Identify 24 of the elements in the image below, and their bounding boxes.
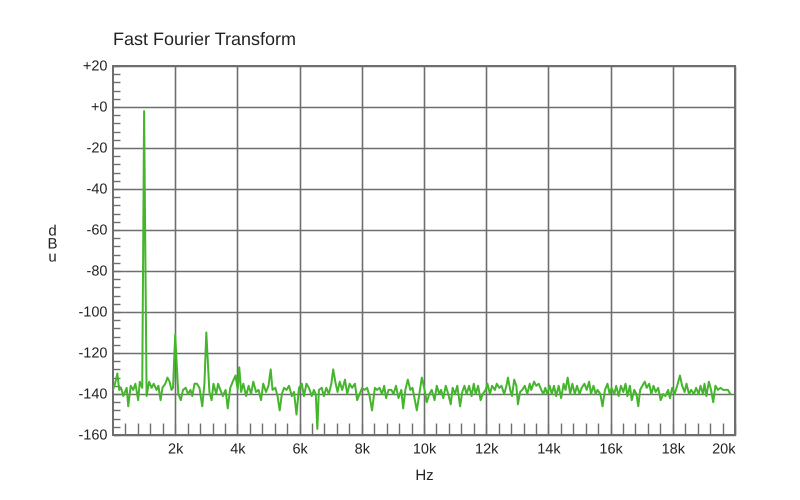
y-tick-label: +20 (82, 58, 108, 74)
x-tick-label: 18k (662, 442, 686, 458)
line-series (113, 110, 732, 430)
x-tick-label: 2k (168, 442, 184, 458)
y-tick-label: -120 (78, 346, 108, 362)
x-tick-label: 8k (354, 442, 371, 458)
x-tick-label: 4k (230, 442, 246, 458)
x-tick-label: 14k (537, 442, 562, 458)
y-tick-label: -160 (78, 428, 108, 444)
x-tick-label: 20k (712, 442, 736, 458)
y-axis-title: dBu (47, 222, 58, 266)
y-tick-label: -140 (78, 386, 108, 402)
x-axis-title: Hz (415, 467, 434, 484)
y-tick-label: -20 (86, 140, 108, 156)
x-tick-label: 12k (475, 442, 500, 458)
y-tick-label: +0 (90, 100, 108, 116)
x-tick-label: 10k (412, 442, 437, 458)
y-tick-label: -100 (78, 304, 108, 320)
y-tick-label: -40 (86, 182, 108, 198)
x-tick-label: 6k (292, 442, 308, 458)
chart-title: Fast Fourier Transform (113, 29, 296, 49)
y-tick-label: -80 (86, 264, 108, 280)
x-tick-label: 16k (599, 442, 624, 458)
y-tick-label: -60 (86, 222, 108, 238)
